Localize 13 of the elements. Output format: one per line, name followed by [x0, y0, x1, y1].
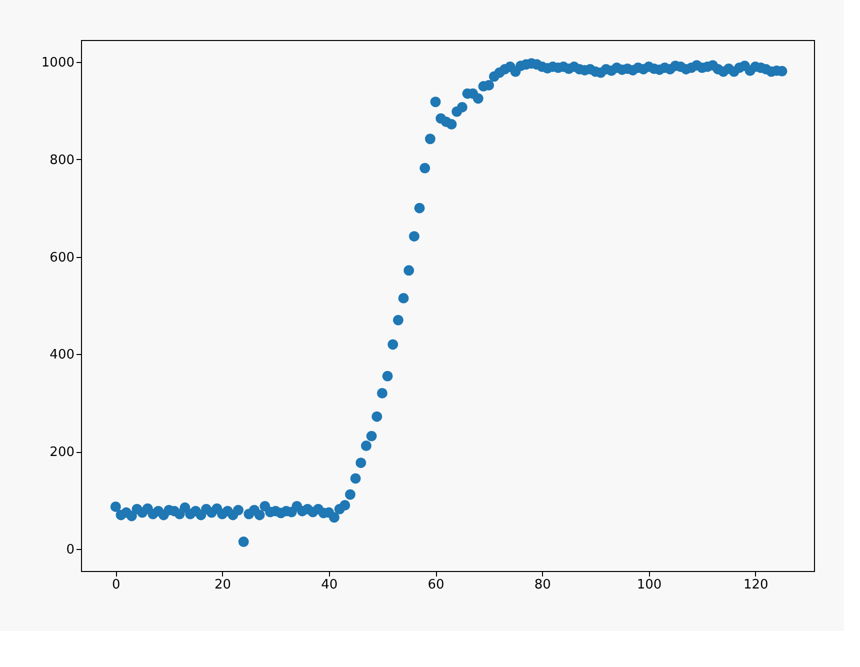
x-tick-label: 60 — [428, 578, 444, 592]
y-tick-label: 0 — [66, 542, 74, 558]
y-tick-label: 400 — [50, 348, 74, 363]
y-tick-label: 1000 — [41, 55, 74, 70]
y-tick-label: 200 — [50, 445, 74, 460]
y-tick-label: 800 — [50, 152, 74, 168]
y-tick-label: 600 — [50, 250, 74, 266]
x-tick-label: 80 — [534, 578, 551, 592]
x-tick-label: 0 — [112, 578, 120, 592]
x-tick-label: 20 — [214, 578, 232, 592]
x-tick-label: 40 — [321, 578, 338, 592]
x-tick-label: 120 — [743, 578, 768, 592]
x-tick-label: 100 — [636, 578, 662, 592]
